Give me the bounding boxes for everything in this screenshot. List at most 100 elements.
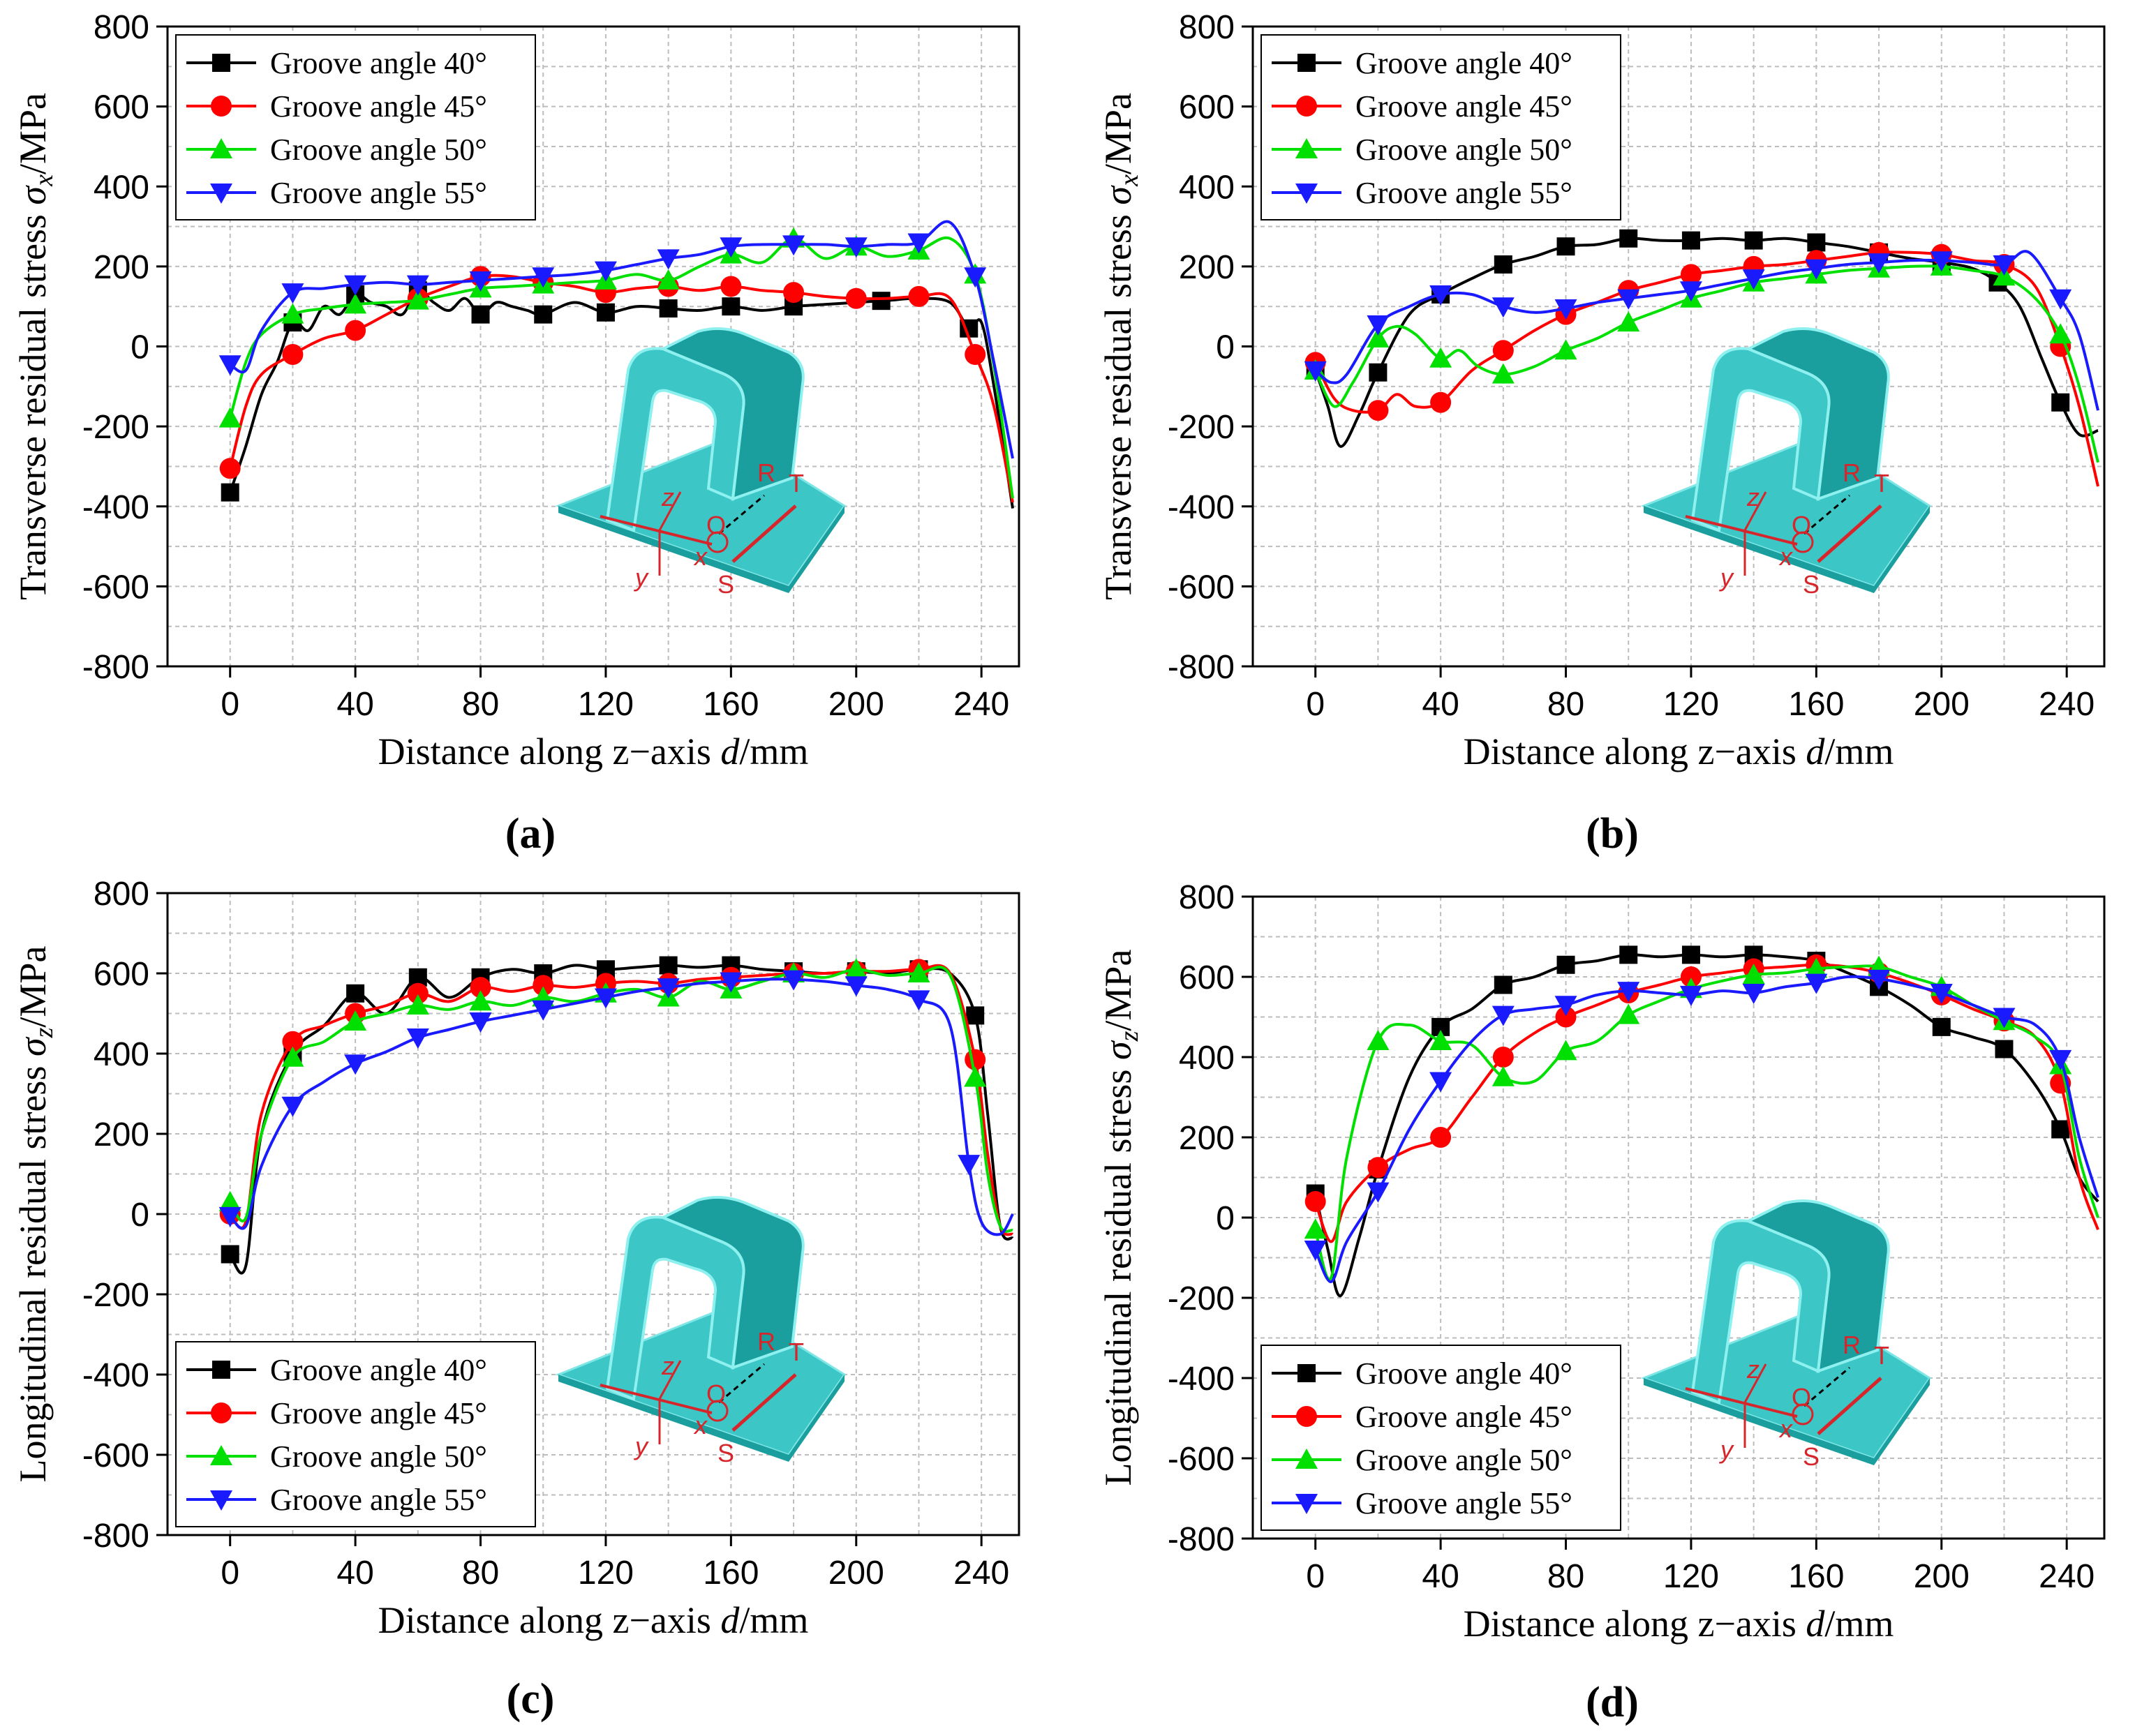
data-point-marker [594,988,617,1009]
inset-label-z: z [661,483,674,511]
legend-marker [210,1445,232,1465]
inset-label-T: T [1874,1341,1889,1370]
inset-label-T: T [789,469,804,497]
data-point-marker [1742,964,1765,985]
inset-plate-edge-right [1874,1378,1930,1465]
x-tick-label: 160 [703,1555,759,1592]
y-tick-label: -800 [1168,649,1235,686]
data-point-marker [659,299,678,318]
data-point-marker [344,275,367,296]
data-point-marker [1367,1182,1390,1203]
data-point-marker [1681,231,1700,250]
data-point-marker [406,275,429,296]
x-tick-label: 80 [462,686,499,723]
inset-label-y: y [1718,1435,1734,1464]
inset-z-axis [1743,491,1767,531]
legend-label: Groove angle 45° [270,1396,487,1430]
x-tick-label: 120 [578,686,634,723]
y-tick-label: -600 [82,1437,149,1474]
x-axis-label-unit: /mm [1824,731,1894,772]
y-tick-label: 200 [1179,249,1235,286]
inset-path-RT [1817,1377,1882,1435]
y-axis-label-unit: /MPa [12,93,54,174]
data-point-marker [1993,255,2016,276]
legend-marker [1295,138,1318,158]
data-point-marker [1744,231,1763,250]
y-axis-label: Longitudinal residual stress σz/MPa [12,946,59,1483]
inset-diagram: z y xO S R T [555,1196,847,1467]
data-point-marker [344,293,367,314]
data-point-marker [2051,1120,2070,1139]
inset-label-z: z [661,1352,674,1380]
data-point-marker [344,1010,367,1031]
data-point-marker [1554,1040,1577,1061]
inset-x-axis [1685,515,1798,546]
x-axis-label-symbol: d [1806,731,1825,772]
inset-path-RT [1817,504,1882,563]
inset-z-axis [658,1360,682,1400]
data-point-marker [1617,289,1640,310]
inset-label-y: y [1718,563,1734,592]
y-tick-label: 0 [131,329,149,366]
y-tick-label: -200 [1168,1280,1235,1317]
data-point-marker [1492,1047,1514,1068]
legend-marker [212,1361,230,1379]
series-line [228,236,1014,499]
data-point-marker [908,285,930,307]
y-tick-label: -400 [82,1357,149,1394]
y-axis-label-symbol: σ [1097,185,1139,205]
data-point-marker [469,271,492,292]
data-point-marker [218,407,241,428]
y-tick-label: 600 [94,956,149,993]
legend-marker [211,96,232,117]
x-tick-label: 120 [1663,1558,1719,1595]
x-tick-label: 200 [1914,1558,1970,1595]
data-point-marker [720,237,743,258]
inset-origin-marker [706,1400,729,1422]
x-tick-label: 0 [1306,1558,1325,1595]
legend-label: Groove angle 40° [1355,46,1572,80]
data-point-marker [407,982,429,1004]
y-axis-label-subscript: x [1115,174,1144,187]
series-s55 [218,970,1014,1236]
data-point-marker [964,267,987,288]
data-point-marker [471,305,490,324]
data-point-marker [1430,1127,1452,1148]
legend-label: Groove angle 55° [270,1483,487,1517]
data-point-marker [596,303,615,322]
x-tick-label: 0 [1306,686,1325,723]
legend-label: Groove angle 50° [270,133,487,167]
inset-label-R: R [757,458,775,487]
data-point-marker [964,1066,987,1087]
legend-label: Groove angle 50° [1355,1443,1572,1477]
y-axis-label-prefix: Transverse residual stress [1097,205,1139,600]
data-point-marker [346,984,365,1003]
inset-label-z: z [1746,1355,1760,1384]
legend-label: Groove angle 45° [1355,1400,1572,1434]
y-axis-label-symbol: σ [12,1036,54,1056]
x-tick-label: 40 [1422,686,1459,723]
data-point-marker [1807,233,1826,252]
inset-label-R: R [1843,1331,1861,1359]
x-tick-label: 80 [462,1555,499,1592]
panel-label: (b) [1586,810,1639,858]
series-line [229,978,1014,1236]
data-point-marker [1491,363,1515,384]
data-point-marker [845,287,867,309]
chart-d: 0 40 80 120 160 200 240 -800 -600 -400 -200 0 200 400… [1097,879,2106,1726]
inset-path-RT [731,504,797,563]
data-point-marker [1429,1072,1452,1093]
y-tick-label: -400 [1168,1361,1235,1398]
inset-label-S: S [717,570,734,599]
data-point-marker [657,978,680,999]
x-tick-label: 240 [953,1555,1009,1592]
x-axis-label: Distance along z−axis d/mm [1464,731,1894,772]
inset-label-T: T [1874,469,1889,497]
data-point-marker [533,975,554,996]
data-point-marker [594,261,617,282]
data-point-marker [907,962,930,982]
legend-marker [1295,1494,1318,1514]
data-point-marker [722,297,741,316]
data-point-marker [1554,299,1577,320]
x-tick-label: 200 [828,1555,884,1592]
